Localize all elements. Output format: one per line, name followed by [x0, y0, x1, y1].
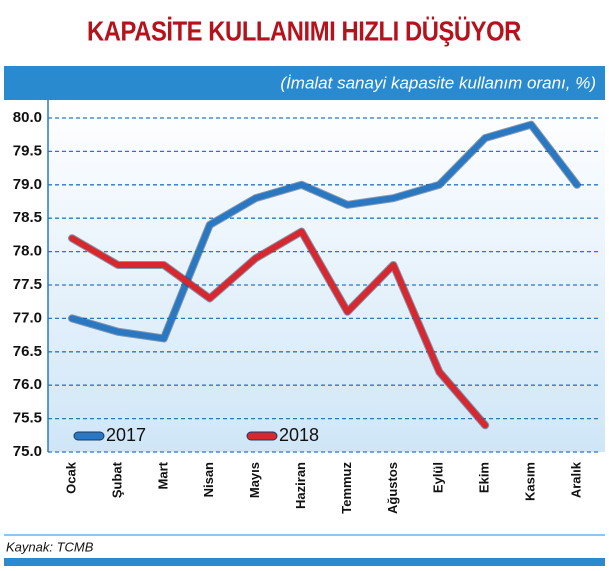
x-tick-label: Ağustos [385, 462, 400, 514]
legend-label: 2017 [106, 425, 146, 445]
source: Kaynak: TCMB [6, 539, 94, 554]
y-tick-label: 75.0 [13, 443, 42, 460]
y-tick-label: 78.5 [13, 209, 42, 226]
x-tick-label: Temmuz [339, 462, 354, 514]
x-tick-label: Eylül [431, 462, 446, 493]
y-tick-label: 80.0 [13, 109, 42, 126]
y-tick-label: 76.0 [13, 376, 42, 393]
x-tick-label: Şubat [109, 461, 124, 498]
legend-label: 2018 [279, 425, 319, 445]
series-line [69, 228, 489, 429]
x-tick-label: Kasım [523, 462, 538, 501]
y-tick-label: 79.5 [13, 142, 42, 159]
legend-swatch [246, 431, 278, 441]
subtitle: (İmalat sanayi kapasite kullanım oranı, … [280, 73, 596, 92]
y-tick-label: 75.5 [13, 410, 42, 427]
series-line [69, 121, 580, 342]
x-tick-label: Mayıs [247, 462, 262, 498]
y-tick-label: 79.0 [13, 176, 42, 193]
y-tick-label: 77.5 [13, 276, 42, 293]
footer-bar [4, 558, 605, 566]
x-tick-label: Ekim [477, 462, 492, 493]
x-tick-label: Haziran [293, 462, 308, 509]
x-tick-label: Nisan [201, 462, 216, 497]
x-tick-label: Ocak [63, 461, 78, 494]
y-tick-label: 78.0 [13, 243, 42, 260]
chart-title: KAPASİTE KULLANIMI HIZLI DÜŞÜYOR [87, 15, 522, 47]
x-tick-label: Aralık [568, 461, 583, 498]
y-tick-label: 76.5 [13, 343, 42, 360]
y-tick-label: 77.0 [13, 309, 42, 326]
legend-swatch [73, 431, 105, 441]
subtitle-banner [4, 66, 605, 100]
x-tick-label: Mart [155, 461, 170, 489]
